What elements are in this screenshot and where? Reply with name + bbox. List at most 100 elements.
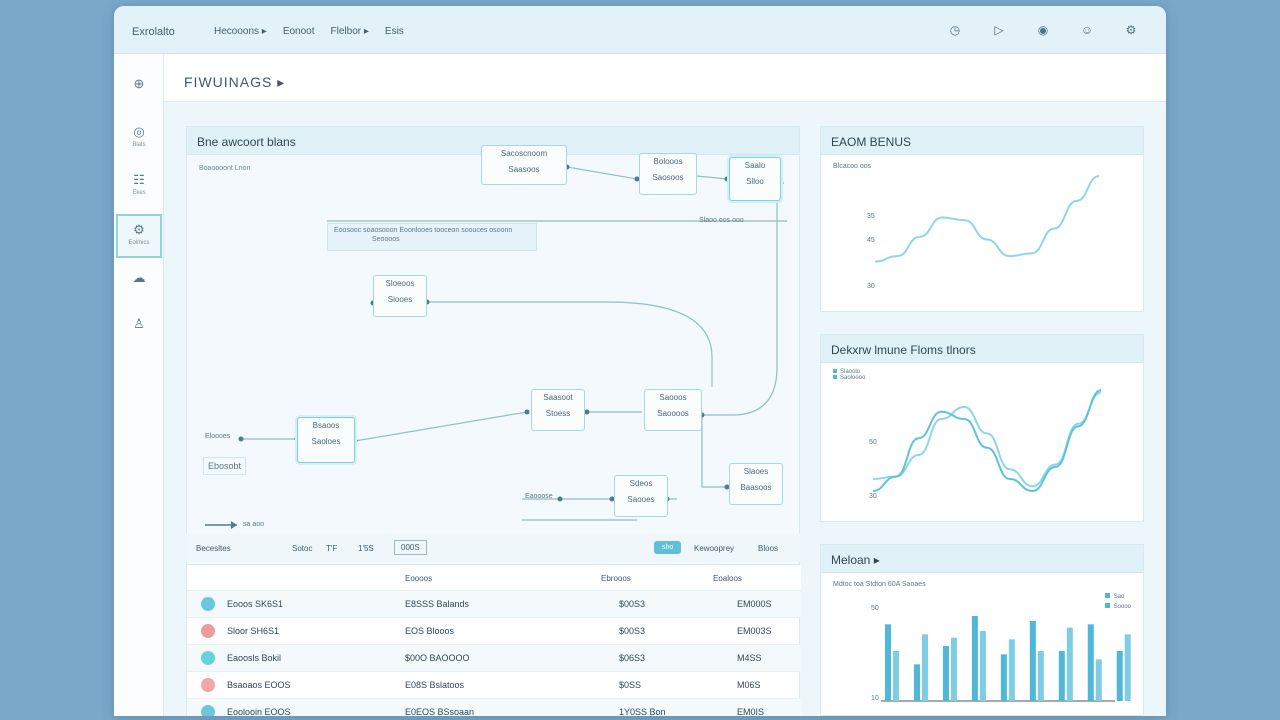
sidebar-item-label: Eolmics: [128, 240, 150, 246]
row-value: 1Y0SS Bon: [619, 707, 666, 716]
sidebar-item-label: Blats: [132, 142, 146, 148]
record-icon[interactable]: ◉: [1037, 23, 1049, 37]
table-row[interactable]: Sloor SH6S1 EOS Blooos $00S3 EM003S: [187, 618, 801, 645]
chart2-title: Dekxrw lmune Floms tlnors: [831, 343, 976, 357]
table-row[interactable]: Eaoosls Bokil $00O BAOOOO $06S3 M4SS: [187, 645, 801, 672]
row-value: $06S3: [619, 653, 646, 663]
settings-icon[interactable]: ⚙: [1125, 23, 1137, 37]
gear-icon: ⚙: [133, 222, 145, 237]
sidebar-item-cloud[interactable]: ☁: [116, 264, 162, 308]
legend-item: Soooo: [1104, 603, 1131, 610]
flow-node[interactable]: Sdeos Saooes: [614, 475, 668, 517]
flow-subtitle: Boaoooont Lnon: [199, 165, 251, 172]
row-type: EOS Blooos: [405, 626, 455, 636]
flow-diagram-panel: Bne awcoort blans Boaoooont Lnon: [186, 126, 800, 566]
row-value: $00S3: [619, 599, 646, 609]
series-line: [872, 389, 1102, 493]
flow-node[interactable]: Saasoot Stoess: [531, 389, 585, 431]
globe-icon: ⊕: [133, 76, 145, 91]
sidebar-item-target[interactable]: ◎ Blats: [116, 118, 162, 162]
nav-item[interactable]: Flelbor ▸: [330, 26, 369, 37]
chart2-panel: Dekxrw lmune Floms tlnors Slaoolo Saoloo…: [820, 334, 1144, 522]
filter-field[interactable]: Sotoc: [292, 544, 313, 553]
flow-node[interactable]: Sacoscnoom Saasoos: [481, 145, 567, 185]
status-dot: [201, 624, 215, 638]
legend-item: Saoloooo: [833, 375, 865, 381]
bar: [1116, 651, 1123, 701]
row-type: $00O BAOOOO: [405, 653, 470, 663]
sidebar-item-person[interactable]: ♙: [116, 310, 162, 354]
bar: [979, 631, 986, 701]
flow-connectors: [205, 164, 787, 529]
filter-field[interactable]: 1'5S: [358, 544, 374, 553]
bar: [885, 624, 891, 701]
row-type: E0EOS BSsoaan: [405, 707, 475, 716]
sidebar-item-gear[interactable]: ⚙ Eolmics: [116, 214, 162, 258]
row-name: Eaoosls Bokil: [227, 653, 282, 663]
chart1-title: EAOM BENUS: [831, 135, 912, 149]
flow-node[interactable]: Saalo Slloo: [729, 157, 781, 201]
row-value-2: EM0IS: [737, 707, 765, 716]
row-value: $00S3: [619, 626, 646, 636]
filter-option[interactable]: Bloos: [758, 544, 779, 553]
app-brand[interactable]: Exrolalto: [132, 26, 175, 38]
sidebar: ⊕ ◎ Blats ☷ Ekes ⚙ Eolmics ☁ ♙: [114, 54, 164, 716]
table-header: Eoooos Ebrooos Eoaloos: [187, 565, 801, 591]
nav-item[interactable]: Hecooons ▸: [214, 26, 267, 37]
chart3-subtitle: Mdtoc toa Stdton 60A Saoaes: [833, 581, 926, 588]
status-dot: [201, 705, 215, 716]
play-icon[interactable]: ▷: [994, 23, 1004, 37]
apply-button[interactable]: sho: [654, 541, 682, 554]
nav-item[interactable]: Esis: [384, 26, 404, 37]
bar: [1000, 654, 1007, 701]
row-name: Sloor SH6S1: [227, 626, 280, 636]
flow-node[interactable]: Sloeoos Siooes: [373, 275, 427, 317]
target-icon: ◎: [133, 124, 145, 139]
filter-option[interactable]: Kewooprey: [694, 544, 735, 553]
chart2-legend: Slaoolo Saoloooo: [833, 369, 865, 381]
clock-icon[interactable]: ◷: [949, 23, 961, 37]
flow-edge-label: Eloooes: [205, 433, 231, 440]
bar: [971, 616, 978, 701]
bar: [950, 637, 957, 701]
sidebar-item-grid[interactable]: ☷ Ekes: [116, 166, 162, 210]
user-icon[interactable]: ☺: [1080, 23, 1094, 37]
data-table: Eoooos Ebrooos Eoaloos Eooos SK6S1 E8SSS …: [186, 564, 801, 716]
filter-bar: Becesltes Sotoc T'F 1'5S 000S sho Kewoop…: [186, 534, 800, 562]
bar: [893, 651, 899, 701]
chart2-tick: 30: [869, 493, 877, 500]
flow-node[interactable]: Slaoes Baasoos: [729, 463, 783, 505]
table-row[interactable]: Eoolooin EOOS E0EOS BSsoaan 1Y0SS Bon EM0IS: [187, 699, 801, 716]
chart1-tick: 30: [867, 283, 875, 290]
flow-node[interactable]: Bsaoos Saoloes: [297, 417, 355, 463]
legend-item: Slaoolo: [833, 369, 865, 375]
row-name: Eooos SK6S1: [227, 599, 284, 609]
filter-input[interactable]: 000S: [394, 540, 427, 555]
bar: [1008, 639, 1015, 701]
table-row[interactable]: Eooos SK6S1 E8SSS Balands $00S3 EM000S: [187, 591, 801, 618]
chart2-tick: 50: [869, 439, 877, 446]
bar: [942, 646, 949, 701]
bar: [1124, 634, 1131, 701]
column-header[interactable]: Ebrooos: [601, 574, 631, 583]
chart3-tick: 10: [871, 695, 879, 702]
sidebar-item-label: Ekes: [132, 190, 146, 196]
table-row[interactable]: Bsaoaos EOOS E08S Bslatoos $0SS M06S: [187, 672, 801, 699]
flow-node[interactable]: Bolooos Saosoos: [639, 153, 697, 195]
row-name: Eoolooin EOOS: [227, 707, 291, 716]
nav-item[interactable]: Eonoot: [282, 26, 315, 37]
chart2-plot: [872, 389, 1102, 493]
bar: [1029, 621, 1036, 701]
filter-field-value[interactable]: T'F: [326, 544, 338, 553]
flow-edge-label: Eoosooc soaosooon Eoonlooes tooceon soou…: [327, 223, 537, 251]
panel-header: Meloan ▸: [821, 545, 1143, 573]
bar: [1037, 651, 1044, 701]
chart1-panel: EAOM BENUS Blcacoo oos 35 45 30: [820, 126, 1144, 312]
column-header[interactable]: Eoaloos: [713, 574, 742, 583]
flow-node[interactable]: Saooos Saoooos: [644, 389, 702, 431]
column-header[interactable]: Eoooos: [405, 574, 433, 583]
flow-edge-label: sa aoo: [243, 521, 265, 528]
sidebar-item-globe[interactable]: ⊕: [116, 70, 162, 114]
row-type: E08S Bslatoos: [405, 680, 465, 690]
main-content: Bne awcoort blans Boaoooont Lnon: [164, 102, 1166, 716]
